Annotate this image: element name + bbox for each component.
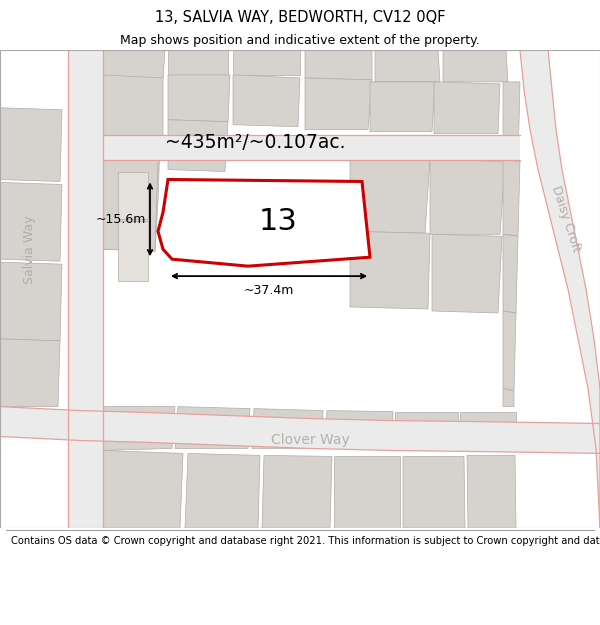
Polygon shape (305, 78, 372, 129)
Polygon shape (432, 234, 502, 313)
Polygon shape (0, 262, 62, 341)
Polygon shape (103, 72, 163, 142)
Text: Salvia Way: Salvia Way (23, 215, 37, 284)
Polygon shape (430, 159, 505, 234)
Polygon shape (168, 75, 230, 122)
Polygon shape (103, 50, 165, 78)
Polygon shape (460, 412, 516, 449)
Polygon shape (118, 171, 148, 219)
Text: ~15.6m: ~15.6m (95, 213, 146, 226)
Polygon shape (68, 50, 103, 528)
Polygon shape (0, 407, 600, 453)
Polygon shape (103, 199, 158, 251)
Polygon shape (443, 50, 508, 82)
Polygon shape (520, 50, 600, 528)
Text: Daisy Croft: Daisy Croft (549, 184, 583, 254)
Polygon shape (0, 107, 62, 181)
Polygon shape (503, 389, 514, 407)
Polygon shape (403, 456, 465, 528)
Polygon shape (168, 120, 228, 171)
Polygon shape (434, 82, 500, 134)
Polygon shape (370, 82, 435, 132)
Polygon shape (350, 231, 430, 309)
Polygon shape (503, 159, 520, 236)
Polygon shape (395, 412, 458, 449)
Text: Clover Way: Clover Way (271, 434, 349, 447)
Polygon shape (325, 411, 393, 449)
Polygon shape (233, 75, 300, 127)
Polygon shape (168, 50, 228, 75)
Text: ~37.4m: ~37.4m (244, 284, 294, 297)
Polygon shape (252, 409, 323, 449)
Polygon shape (503, 234, 518, 313)
Polygon shape (185, 453, 260, 528)
Polygon shape (503, 82, 520, 161)
Polygon shape (103, 407, 175, 451)
Polygon shape (375, 50, 440, 82)
Polygon shape (350, 159, 430, 233)
Polygon shape (103, 134, 520, 159)
Polygon shape (334, 456, 400, 528)
Polygon shape (103, 139, 160, 201)
Text: Contains OS data © Crown copyright and database right 2021. This information is : Contains OS data © Crown copyright and d… (11, 536, 600, 546)
Polygon shape (103, 159, 158, 251)
Polygon shape (0, 339, 60, 407)
Polygon shape (0, 182, 62, 261)
Text: 13: 13 (259, 207, 298, 236)
Polygon shape (118, 221, 148, 281)
Polygon shape (175, 407, 250, 449)
Polygon shape (305, 50, 372, 80)
PathPatch shape (158, 179, 370, 266)
Text: 13, SALVIA WAY, BEDWORTH, CV12 0QF: 13, SALVIA WAY, BEDWORTH, CV12 0QF (155, 10, 445, 25)
Polygon shape (467, 456, 516, 528)
Polygon shape (233, 50, 300, 75)
Polygon shape (262, 456, 332, 528)
Polygon shape (103, 451, 183, 528)
Text: Map shows position and indicative extent of the property.: Map shows position and indicative extent… (120, 34, 480, 47)
Text: ~435m²/~0.107ac.: ~435m²/~0.107ac. (165, 132, 345, 152)
Polygon shape (503, 311, 516, 391)
